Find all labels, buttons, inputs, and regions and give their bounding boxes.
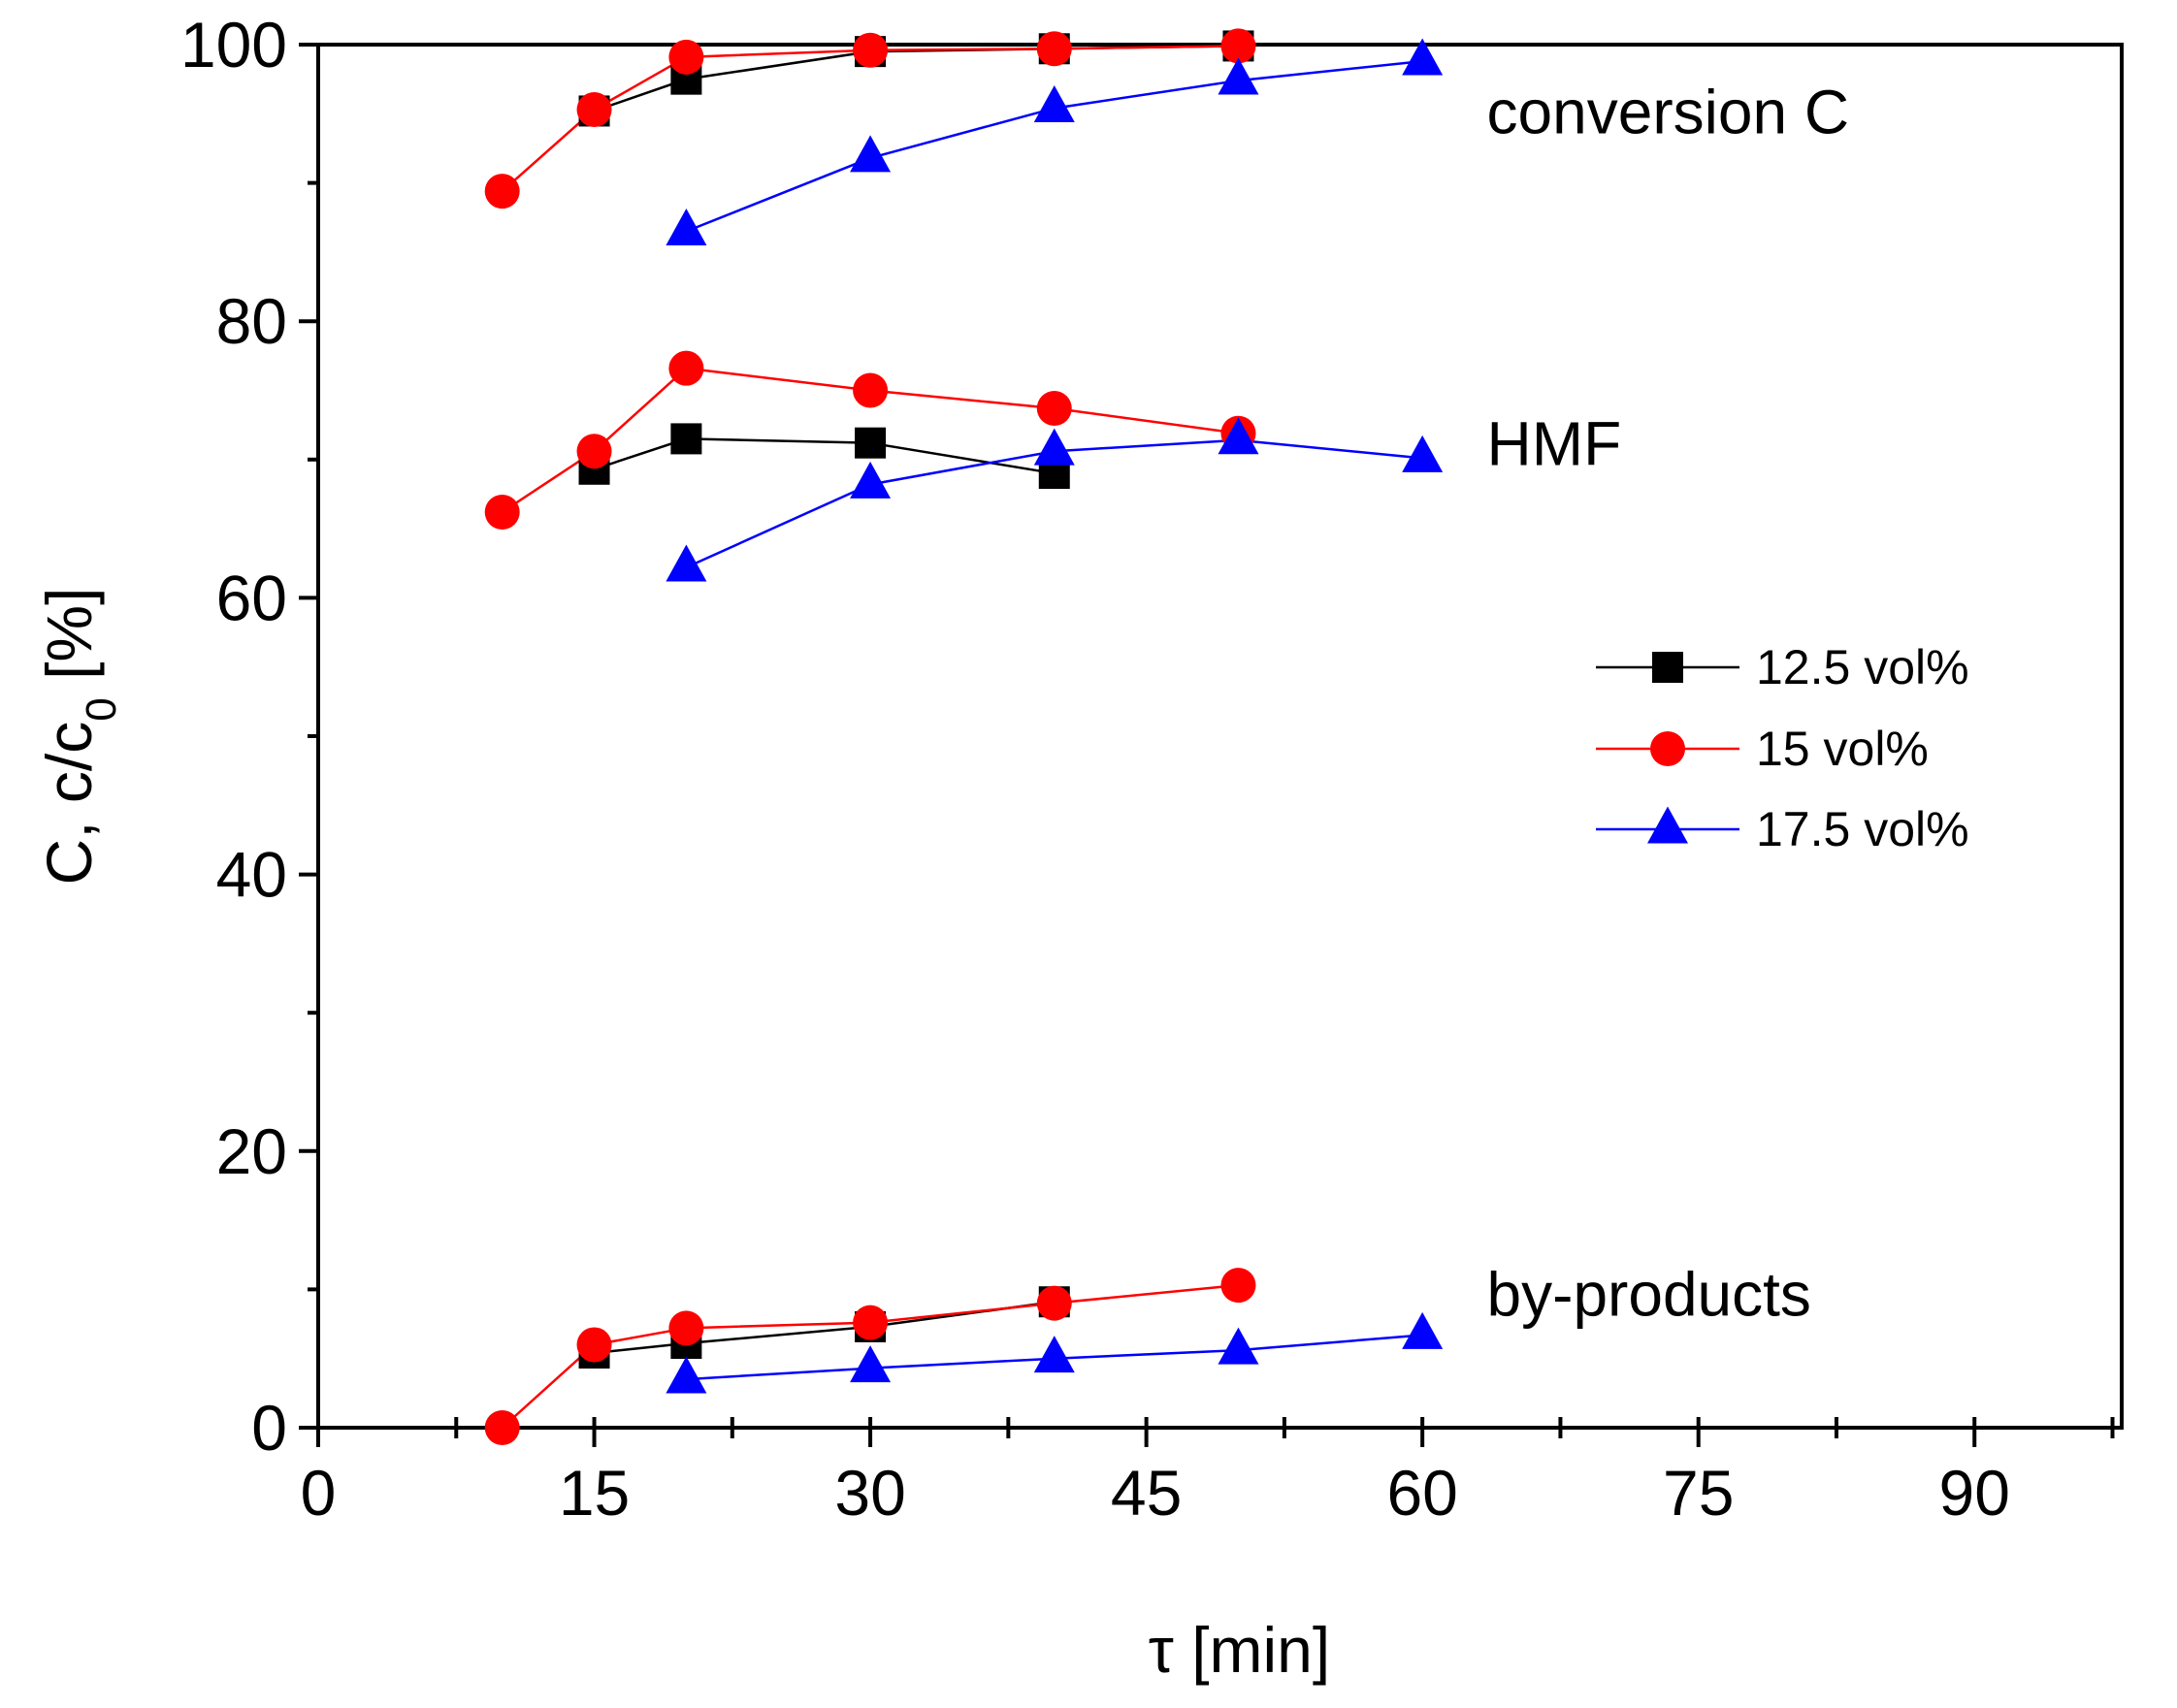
data-point-1-0-5	[1220, 28, 1256, 64]
labels-layer: τ [min]C, c/c0 [%]conversion CHMFby-prod…	[33, 77, 1849, 1686]
x-tick-label: 15	[559, 1457, 630, 1529]
data-point-2-0-2	[1033, 85, 1075, 123]
data-point-1-1-0	[484, 494, 520, 530]
y-axis-title-subscript: 0	[78, 697, 125, 721]
data-point-1-1-3	[853, 372, 889, 408]
data-point-1-2-3	[853, 1305, 889, 1340]
axes-layer: 0 15 30 45 60 75 90 0 20 40 60 80 100	[180, 9, 2124, 1529]
x-tick-label: 45	[1111, 1457, 1182, 1529]
data-point-1-1-2	[668, 350, 704, 386]
data-point-1-2-4	[1036, 1285, 1072, 1321]
data-point-1-1-4	[1036, 391, 1072, 427]
data-point-2-1-3	[1218, 417, 1259, 455]
x-tick-label: 30	[834, 1457, 905, 1529]
legend-label-2: 17.5 vol%	[1756, 802, 1969, 856]
annotation-label-1: HMF	[1487, 409, 1622, 479]
y-axis-title-unit: [%]	[33, 588, 105, 698]
legend: 12.5 vol% 15 vol% 17.5 vol%	[1596, 640, 1969, 856]
y-axis-title-main: C, c/c	[33, 722, 105, 886]
annotation-label-0: conversion C	[1487, 77, 1850, 146]
y-tick-label: 100	[180, 9, 287, 81]
legend-marker-0	[1652, 652, 1683, 683]
data-point-1-0-4	[1036, 31, 1072, 67]
data-point-2-2-0	[666, 1356, 707, 1394]
data-point-2-1-1	[850, 461, 892, 499]
series-line-0-1	[594, 437, 1055, 475]
series-lines	[501, 45, 1423, 1429]
y-tick-label: 80	[216, 285, 287, 357]
data-point-2-1-4	[1402, 435, 1444, 472]
data-point-1-0-1	[576, 92, 612, 128]
data-point-2-1-0	[666, 544, 707, 582]
data-point-1-2-2	[668, 1310, 704, 1346]
annotation-label-2: by-products	[1487, 1260, 1811, 1330]
legend-marker-1	[1650, 731, 1685, 766]
x-tick-label: 0	[301, 1457, 337, 1529]
data-point-2-2-3	[1218, 1327, 1259, 1365]
data-point-1-0-0	[484, 174, 520, 209]
data-point-1-2-0	[484, 1410, 520, 1445]
legend-label-1: 15 vol%	[1756, 722, 1929, 776]
data-point-2-0-1	[850, 135, 892, 173]
y-tick-label: 60	[216, 562, 287, 633]
data-point-1-0-2	[668, 39, 704, 75]
data-point-0-1-1	[670, 423, 702, 455]
data-point-2-2-1	[850, 1345, 892, 1383]
series-markers	[484, 28, 1444, 1445]
y-tick-label: 40	[216, 839, 287, 911]
x-tick-label: 90	[1939, 1457, 2010, 1529]
data-point-2-2-2	[1033, 1336, 1075, 1373]
data-point-1-1-1	[576, 434, 612, 469]
data-point-1-0-3	[853, 32, 889, 68]
y-tick-label: 0	[251, 1392, 287, 1464]
data-point-0-1-2	[855, 427, 887, 459]
data-point-1-2-5	[1220, 1268, 1256, 1304]
data-point-2-1-2	[1033, 428, 1075, 466]
y-axis-title: C, c/c0 [%]	[33, 588, 125, 886]
legend-marker-2	[1647, 806, 1688, 844]
data-point-2-0-0	[666, 208, 707, 245]
x-axis-title: τ [min]	[1149, 1614, 1330, 1686]
legend-label-0: 12.5 vol%	[1756, 640, 1969, 694]
x-tick-label: 60	[1386, 1457, 1457, 1529]
data-point-2-2-4	[1402, 1311, 1444, 1349]
x-tick-label: 75	[1663, 1457, 1734, 1529]
data-point-2-0-4	[1402, 38, 1444, 76]
series-line-0-2	[594, 1300, 1055, 1355]
y-tick-label: 20	[216, 1115, 287, 1187]
data-point-1-2-1	[576, 1327, 612, 1363]
data-point-2-0-3	[1218, 57, 1259, 95]
